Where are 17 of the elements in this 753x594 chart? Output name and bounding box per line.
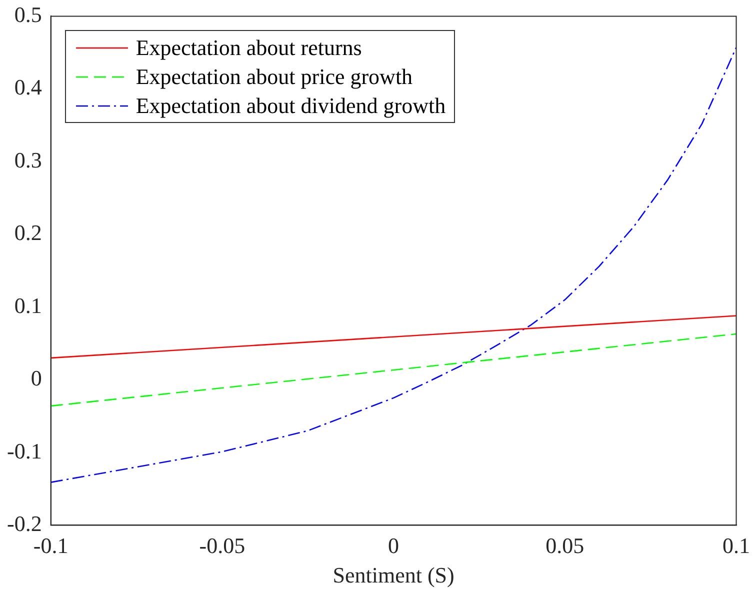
y-tick-label: -0.2 <box>7 510 42 536</box>
x-tick-label: -0.1 <box>33 533 68 558</box>
x-axis-title: Sentiment (S) <box>332 562 454 588</box>
y-tick-label: 0.1 <box>14 292 42 318</box>
y-tick-label: -0.1 <box>7 438 42 464</box>
y-tick-label: 0 <box>30 366 42 391</box>
y-tick-label: 0.3 <box>14 147 42 172</box>
y-tick-label: 0.2 <box>14 220 42 246</box>
x-tick-label: -0.05 <box>199 533 246 558</box>
legend-label: Expectation about returns <box>136 34 362 62</box>
y-tick-label: 0.5 <box>14 2 42 27</box>
x-tick-label: 0.1 <box>722 533 750 558</box>
legend-label: Expectation about price growth <box>136 63 413 92</box>
x-tick-label: 0.05 <box>546 533 584 558</box>
y-tick-label: 0.4 <box>14 74 42 100</box>
legend-label: Expectation about dividend growth <box>136 92 446 120</box>
x-tick-label: 0 <box>388 533 400 558</box>
